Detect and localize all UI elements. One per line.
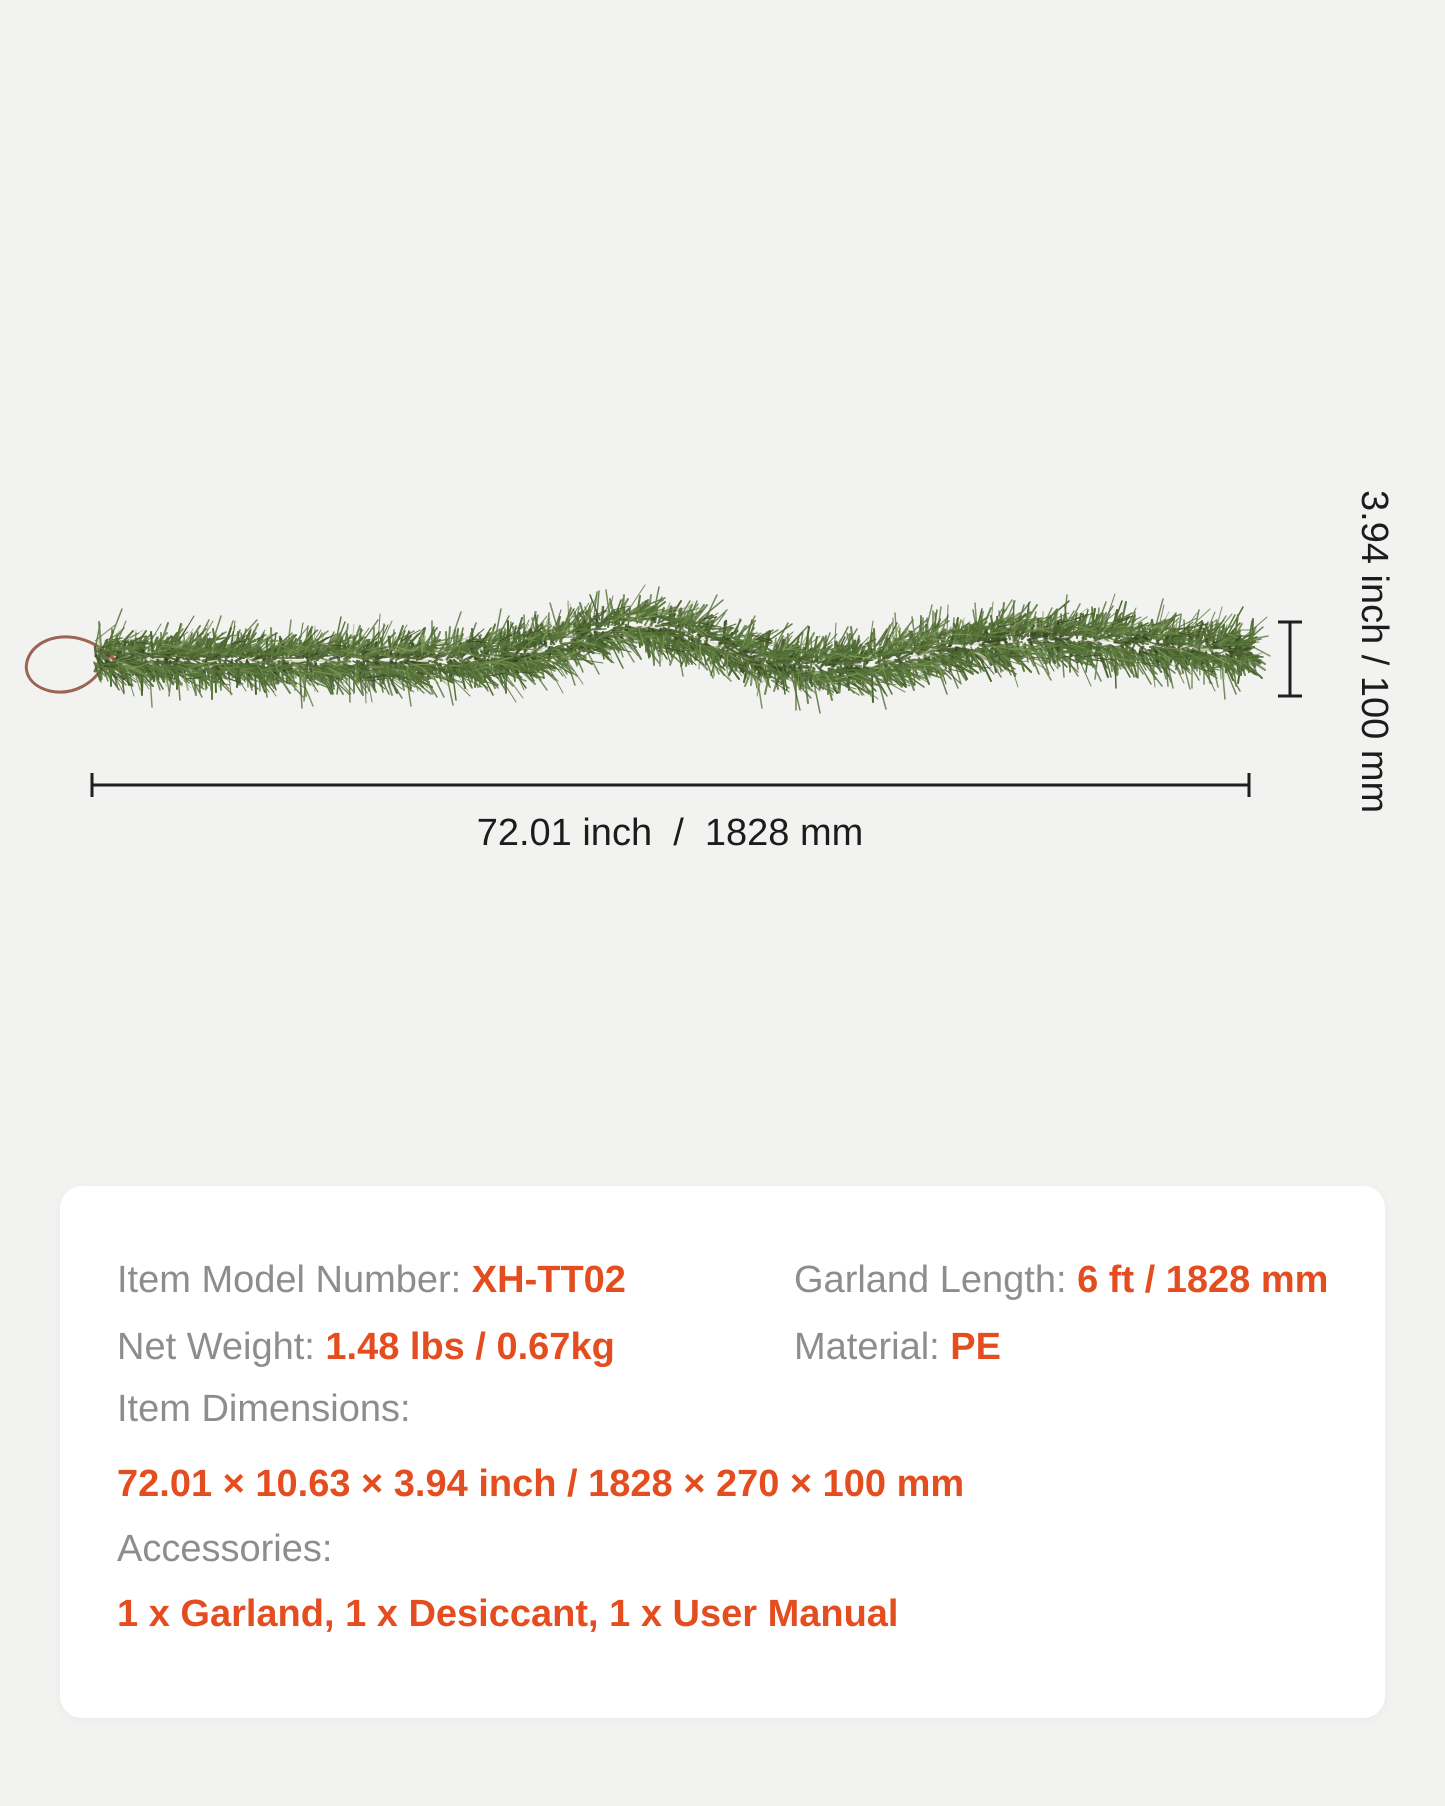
svg-text:3.94 inch / 100 mm: 3.94 inch / 100 mm xyxy=(1353,490,1395,813)
